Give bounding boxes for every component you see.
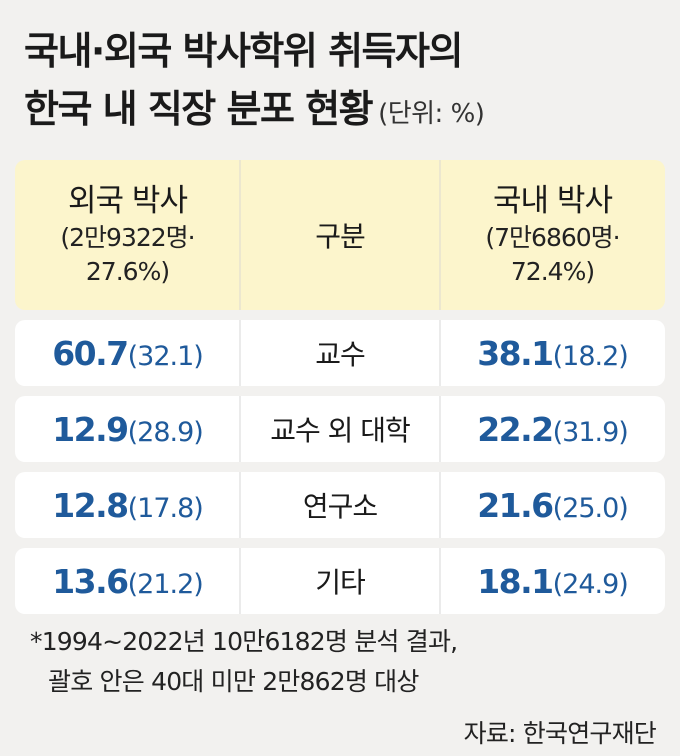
table-header: 외국 박사 (2만9322명· 27.6%) 구분 국내 박사 (7만6860명…: [15, 160, 665, 310]
header-category: 구분: [240, 160, 440, 310]
title-line-1: 국내·외국 박사학위 취득자의: [24, 29, 463, 73]
category-label: 교수: [315, 338, 366, 371]
foreign-value: 13.6(21.2): [15, 548, 240, 614]
data-table: 외국 박사 (2만9322명· 27.6%) 구분 국내 박사 (7만6860명…: [15, 160, 665, 614]
domestic-under40-value: (25.0): [552, 492, 629, 524]
footnote: *1994~2022년 10만6182명 분석 결과, 괄호 안은 40대 미만…: [30, 622, 458, 702]
footnote-line-2: 괄호 안은 40대 미만 2만862명 대상: [48, 667, 419, 696]
title-block: 국내·외국 박사학위 취득자의 한국 내 직장 분포 현황 (단위: %): [24, 22, 664, 143]
header-foreign-share: 27.6%): [85, 257, 170, 286]
header-domestic-share: 72.4%): [510, 257, 595, 286]
column-divider: [439, 548, 441, 614]
foreign-main-value: 12.8: [52, 485, 129, 525]
header-foreign-count: (2만9322명·: [60, 223, 195, 252]
foreign-under40-value: (28.9): [127, 416, 204, 448]
domestic-main-value: 38.1: [477, 333, 554, 373]
domestic-under40-value: (18.2): [552, 340, 629, 372]
header-category-label: 구분: [315, 220, 366, 253]
column-divider: [239, 320, 241, 386]
table-row: 60.7(32.1) 교수 38.1(18.2): [15, 320, 665, 386]
header-domestic-title: 국내 박사: [493, 183, 613, 219]
title-line-2-text: 한국 내 직장 분포 현황: [24, 87, 374, 131]
category-label: 기타: [315, 566, 366, 599]
foreign-under40-value: (17.8): [127, 492, 204, 524]
header-domestic-count: (7만6860명·: [485, 223, 620, 252]
column-divider: [239, 396, 241, 462]
foreign-value: 12.9(28.9): [15, 396, 240, 462]
domestic-value: 22.2(31.9): [440, 396, 665, 462]
domestic-value: 18.1(24.9): [440, 548, 665, 614]
foreign-main-value: 12.9: [52, 409, 129, 449]
unit-label: (단위: %): [378, 99, 485, 129]
column-divider: [239, 160, 241, 310]
table-row: 13.6(21.2) 기타 18.1(24.9): [15, 548, 665, 614]
column-divider: [439, 320, 441, 386]
category-label: 교수 외 대학: [270, 414, 411, 447]
domestic-main-value: 18.1: [477, 561, 554, 601]
column-divider: [239, 548, 241, 614]
domestic-value: 21.6(25.0): [440, 472, 665, 538]
foreign-value: 12.8(17.8): [15, 472, 240, 538]
column-divider: [439, 472, 441, 538]
source-credit: 자료: 한국연구재단: [463, 719, 657, 748]
domestic-under40-value: (24.9): [552, 568, 629, 600]
header-foreign-title: 외국 박사: [68, 183, 188, 219]
domestic-main-value: 21.6: [477, 485, 554, 525]
footnote-line-1: *1994~2022년 10만6182명 분석 결과,: [30, 627, 458, 656]
foreign-value: 60.7(32.1): [15, 320, 240, 386]
column-divider: [439, 396, 441, 462]
foreign-under40-value: (32.1): [127, 340, 204, 372]
table-row: 12.8(17.8) 연구소 21.6(25.0): [15, 472, 665, 538]
domestic-value: 38.1(18.2): [440, 320, 665, 386]
foreign-under40-value: (21.2): [127, 568, 204, 600]
title-line-2: 한국 내 직장 분포 현황 (단위: %): [24, 80, 664, 143]
foreign-main-value: 13.6: [52, 561, 129, 601]
header-domestic-phd: 국내 박사 (7만6860명· 72.4%): [440, 160, 665, 310]
domestic-under40-value: (31.9): [552, 416, 629, 448]
foreign-main-value: 60.7: [52, 333, 129, 373]
column-divider: [239, 472, 241, 538]
table-row: 12.9(28.9) 교수 외 대학 22.2(31.9): [15, 396, 665, 462]
category-label: 연구소: [302, 490, 378, 523]
column-divider: [439, 160, 441, 310]
domestic-main-value: 22.2: [477, 409, 554, 449]
header-foreign-phd: 외국 박사 (2만9322명· 27.6%): [15, 160, 240, 310]
